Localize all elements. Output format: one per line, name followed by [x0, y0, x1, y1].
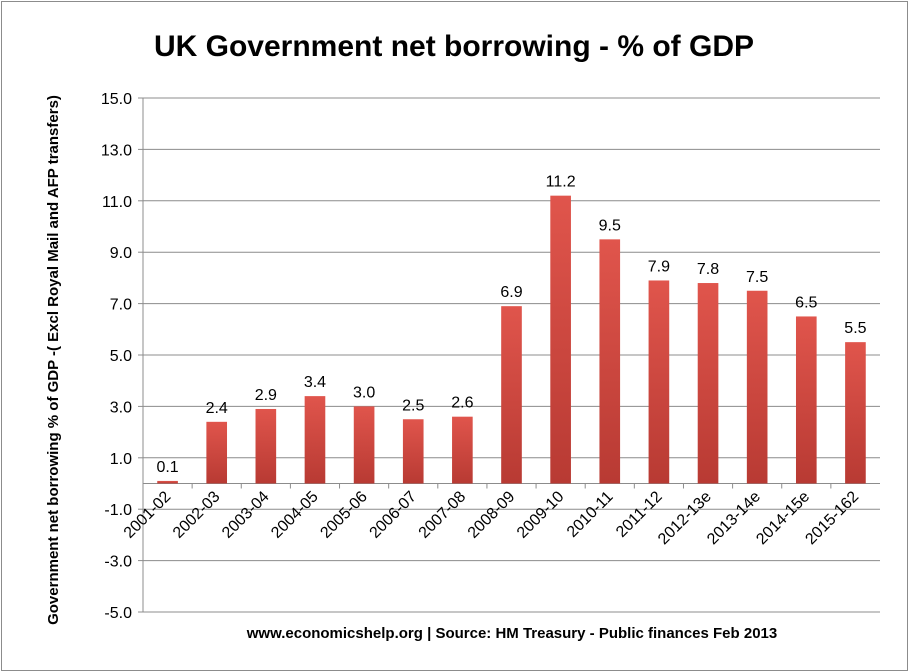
x-tick-label: 2002-03: [170, 488, 224, 542]
bar: [353, 406, 375, 484]
y-tick-label: 9.0: [110, 245, 132, 262]
data-label: 9.5: [599, 217, 621, 234]
bar: [746, 290, 768, 484]
bar: [697, 283, 719, 484]
y-axis-title: Government net borrowing % of GDP -( Exc…: [45, 95, 62, 625]
bar: [157, 480, 178, 484]
data-label: 7.8: [697, 261, 719, 278]
bar: [402, 419, 424, 484]
x-tick-label: 2006-07: [367, 488, 421, 542]
x-tick-label: 2003-04: [219, 488, 273, 542]
data-label: 3.0: [353, 384, 375, 401]
x-tick-label: 2015-162: [802, 488, 862, 548]
data-label: 0.1: [156, 459, 178, 476]
data-label: 5.5: [844, 320, 866, 337]
x-tick-label: 2008-09: [465, 488, 519, 542]
x-tick-labels: 2001-022002-032003-042004-052005-062006-…: [121, 488, 862, 548]
y-tick-label: 3.0: [110, 399, 132, 416]
y-tick-label: 1.0: [110, 451, 132, 468]
bar: [795, 316, 817, 484]
bar: [452, 416, 473, 484]
data-label: 2.5: [402, 397, 424, 414]
bar: [845, 342, 866, 484]
y-tick-label: 7.0: [110, 297, 132, 314]
y-tick-label: -5.0: [104, 605, 132, 622]
bar: [206, 421, 228, 484]
y-tick-label: 5.0: [110, 348, 132, 365]
data-label: 7.9: [648, 258, 670, 275]
data-label: 6.5: [795, 294, 817, 311]
x-tick-label: 2005-06: [317, 488, 371, 542]
y-tick-label: 15.0: [101, 91, 132, 108]
bar: [648, 280, 670, 484]
source-note: www.economicshelp.org | Source: HM Treas…: [246, 625, 777, 642]
chart-title: UK Government net borrowing - % of GDP: [154, 30, 754, 63]
data-label: 7.5: [746, 269, 768, 286]
y-tick-label: 13.0: [101, 142, 132, 159]
y-tick-label: -3.0: [104, 554, 132, 571]
y-tick-label: 11.0: [102, 194, 132, 211]
data-label: 11.2: [546, 174, 576, 191]
data-label: 6.9: [500, 284, 522, 301]
data-label: 2.4: [206, 400, 228, 417]
bar: [599, 239, 621, 484]
bars: [157, 195, 866, 484]
bar: [255, 408, 277, 484]
x-tick-label: 2004-05: [268, 488, 322, 542]
data-labels: 0.1 2.4 2.9 3.4 3.0 2.5 2.6 6.9 11.2 9.5 7.9 7.8 7.5…: [156, 174, 866, 476]
data-label: 2.6: [451, 395, 473, 412]
bar: [550, 195, 571, 484]
bar: [501, 306, 522, 484]
data-label: 2.9: [255, 387, 277, 404]
x-tick-label: 2010-11: [564, 488, 617, 541]
bar: [304, 396, 326, 484]
x-tick-label: 2009-10: [514, 488, 568, 542]
y-tick-label: -1.0: [104, 502, 132, 519]
x-tick-label: 2007-08: [416, 488, 470, 542]
y-tick-labels: -5.0 -3.0 -1.0 1.0 3.0 5.0 7.0 9.0 11.0 13.0 15.0: [101, 91, 132, 622]
data-label: 3.4: [304, 374, 326, 391]
